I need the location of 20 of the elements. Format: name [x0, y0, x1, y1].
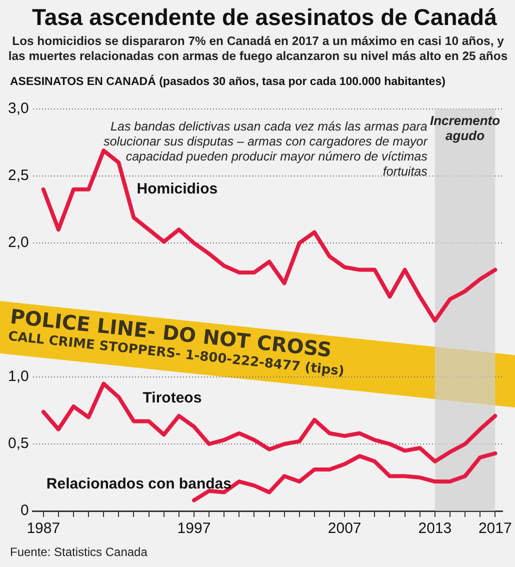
series-label: Relacionados con bandas [46, 475, 232, 492]
y-tick-label: 2,0 [8, 234, 29, 252]
y-tick-label: 3,0 [8, 100, 29, 118]
x-tick-label: 2007 [328, 520, 362, 538]
annotation: Las bandas delictivas usan cada vez más las armas para solucionar sus disputas – armas con cargadores de mayor capacidad pueden producir mayor número de víctimas fortuitas [104, 120, 428, 179]
chart-title: Tasa ascendente de asesinatos de Canadá [32, 4, 497, 31]
x-tick-label: 2017 [478, 520, 512, 538]
y-tick-label: 0,5 [8, 435, 29, 452]
x-tick-label: 2013 [418, 520, 452, 538]
series-label: Tiroteos [142, 390, 202, 407]
source-note: Fuente: Statistics Canada [10, 545, 148, 559]
series-label: Homicidios [136, 180, 218, 198]
x-tick-label: 1997 [177, 520, 211, 538]
y-tick-label: 0 [20, 502, 29, 520]
y-tick-label: 2,5 [8, 167, 29, 184]
y-axis-title: ASESINATOS EN CANADÁ (pasados 30 años, tasa por cada 100.000 habitantes) [10, 76, 446, 88]
chart-subtitle: Los homicidios se dispararon 7% en Canadá en 2017 a un máximo en casi 10 años, y las muertes relacionadas con armas de fuego alcanzaron su nivel más alto en 25 años [8, 34, 508, 64]
band-label: Incremento agudo [430, 113, 500, 144]
y-tick-label: 1,0 [8, 368, 29, 386]
x-tick-label: 1987 [26, 520, 60, 538]
